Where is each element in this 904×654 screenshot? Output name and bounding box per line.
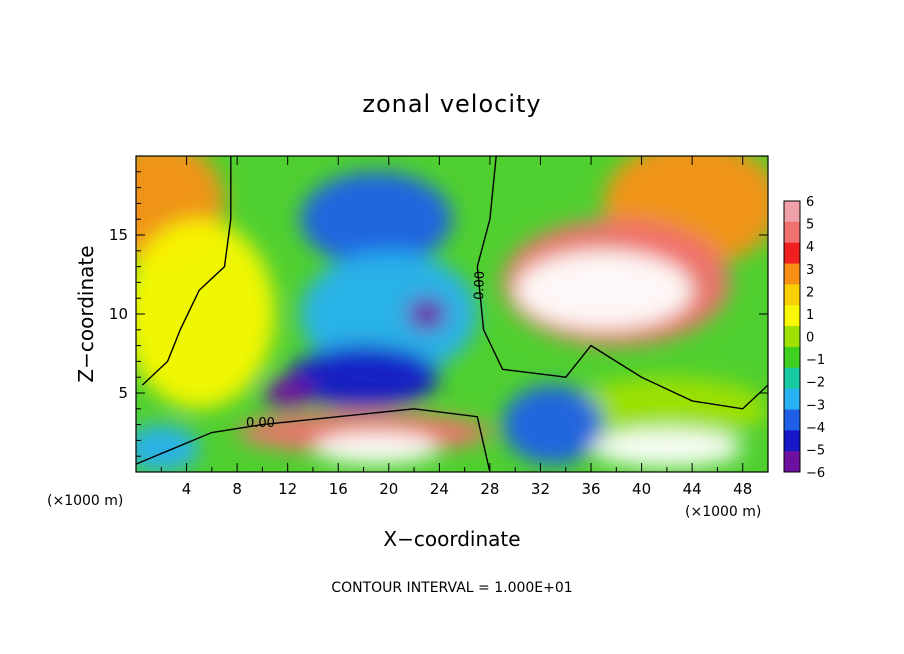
colorbar: 6 5 4 3 2 1 0 −1 −2 −3 −4 −5 −6 [783, 195, 825, 481]
region-lower-blue-right [502, 385, 604, 465]
contour-label-lower: 0.00 [246, 416, 275, 431]
x-tick-label: 12 [278, 480, 297, 498]
colorbar-swatch [784, 346, 800, 369]
region-deep-blue-jet [287, 345, 440, 409]
x-tick-label: 4 [182, 480, 192, 498]
region-lower-right-green [565, 377, 768, 441]
y-tick-label: 15 [109, 226, 128, 244]
colorbar-frame [783, 200, 801, 473]
colorbar-tick-label: 4 [806, 240, 814, 255]
x-tick-label: 36 [581, 480, 600, 498]
y-axis-label: Z−coordinate [74, 245, 98, 382]
x-tick-label: 20 [379, 480, 398, 498]
region-bottom-right-saturated [591, 429, 743, 468]
colorbar-swatch [784, 242, 800, 265]
colorbar-swatch [784, 284, 800, 306]
colorbar-tick-label: 0 [806, 331, 814, 346]
colorbar-tick-label: −1 [806, 353, 825, 368]
colorbar-swatch [784, 326, 800, 348]
colorbar-tick-label: 6 [806, 195, 814, 210]
colorbar-swatch [784, 451, 800, 473]
colorbar-swatch [784, 367, 800, 390]
x-tick-label: 48 [733, 480, 752, 498]
region-purple-core-a [262, 377, 313, 409]
y-axis-ticks: 5 10 15 [109, 171, 768, 457]
y-tick-label: 10 [109, 305, 128, 323]
plot-area [136, 156, 768, 472]
colorbar-swatch [784, 201, 800, 223]
region-purple-core-b [407, 298, 446, 330]
x-tick-label: 24 [430, 480, 449, 498]
x-axis-label: X−coordinate [383, 527, 520, 551]
x-tick-label: 44 [683, 480, 702, 498]
colorbar-swatch [784, 221, 800, 244]
x-tick-label: 32 [531, 480, 550, 498]
x-axis-ticks: 4 8 12 16 20 24 28 32 36 40 44 48 [160, 156, 752, 498]
colorbar-tick-label: −2 [806, 376, 825, 391]
x-unit-label: (×1000 m) [685, 504, 761, 520]
chart-title: zonal velocity [362, 90, 541, 118]
x-tick-label: 28 [480, 480, 499, 498]
colorbar-swatch [784, 388, 800, 410]
colorbar-swatch [784, 263, 800, 285]
left-zero-contour [141, 156, 232, 386]
region-mid-blue [300, 250, 478, 378]
region-left-green-band [136, 219, 276, 409]
zero-contours [136, 156, 768, 472]
contour-label-center: 0.00 [472, 271, 488, 300]
lower-zero-contour [136, 408, 491, 472]
center-zero-contour [476, 156, 768, 410]
z-unit-label: (×1000 m) [47, 493, 123, 509]
colorbar-tick-label: 3 [806, 263, 814, 278]
colorbar-tick-label: 1 [806, 308, 814, 323]
contour-interval-note: CONTOUR INTERVAL = 1.000E+01 [331, 580, 572, 596]
region-right-saturated-core [515, 250, 693, 330]
colorbar-tick-label: −3 [806, 398, 825, 413]
region-bottom-left-blue [136, 424, 200, 472]
velocity-field [136, 156, 768, 472]
y-tick-label: 5 [118, 384, 128, 402]
colorbar-swatch [784, 430, 800, 452]
x-tick-label: 16 [329, 480, 348, 498]
colorbar-swatch [784, 409, 800, 431]
colorbar-tick-label: −6 [806, 466, 825, 481]
x-tick-label: 40 [632, 480, 651, 498]
x-tick-label: 8 [232, 480, 242, 498]
colorbar-swatch [784, 305, 800, 327]
region-upper-blue-core [300, 171, 452, 267]
colorbar-tick-label: 2 [806, 285, 814, 300]
colorbar-tick-label: −5 [806, 443, 825, 458]
colorbar-tick-label: 5 [806, 218, 814, 233]
colorbar-tick-label: −4 [806, 421, 825, 436]
region-lower-saturated-core [312, 432, 440, 465]
